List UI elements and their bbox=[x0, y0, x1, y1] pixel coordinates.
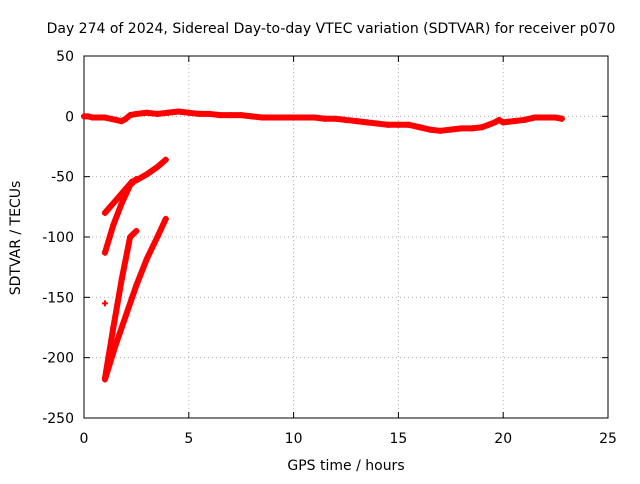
data-point-0-38 bbox=[437, 127, 444, 134]
y-tick-label-3: -100 bbox=[42, 230, 74, 246]
data-point-0-45 bbox=[496, 116, 503, 123]
data-point-3-0 bbox=[101, 300, 108, 307]
data-point-0-47 bbox=[510, 118, 517, 125]
data-point-0-5 bbox=[101, 114, 108, 121]
y-tick-label-2: -50 bbox=[51, 170, 74, 186]
data-layer bbox=[81, 108, 565, 383]
data-point-0-40 bbox=[458, 125, 465, 132]
data-point-5-3 bbox=[133, 282, 140, 289]
data-point-4-4 bbox=[133, 227, 140, 234]
data-point-0-36 bbox=[416, 124, 423, 131]
data-point-1-0 bbox=[101, 209, 108, 216]
data-point-5-6 bbox=[162, 215, 169, 222]
data-point-1-6 bbox=[154, 164, 161, 171]
data-point-0-23 bbox=[280, 114, 287, 121]
data-point-0-19 bbox=[238, 112, 245, 119]
data-point-4-1 bbox=[110, 324, 117, 331]
data-point-5-0 bbox=[101, 376, 108, 383]
y-axis-label: SDTVAR / TECUs bbox=[8, 181, 24, 296]
tick-layer: 0 5 10 15 20 25 50 0 -50 -100 -150 -200 -250 bbox=[42, 49, 617, 447]
data-point-2-4 bbox=[133, 176, 140, 183]
data-point-0-37 bbox=[426, 126, 433, 133]
data-point-0-43 bbox=[485, 121, 492, 128]
data-point-0-44 bbox=[491, 119, 498, 126]
data-point-0-27 bbox=[322, 115, 329, 122]
x-tick-label-4: 20 bbox=[494, 431, 512, 447]
data-point-0-46 bbox=[500, 119, 507, 126]
data-point-4-3 bbox=[127, 234, 134, 240]
series-main-track bbox=[81, 108, 565, 134]
plot-frame: 0 5 10 15 20 25 50 0 -50 -100 -150 -200 -250 bbox=[42, 49, 617, 447]
data-point-0-42 bbox=[479, 124, 486, 131]
data-point-2-1 bbox=[110, 221, 117, 228]
data-point-1-7 bbox=[162, 156, 169, 163]
data-point-0-39 bbox=[447, 126, 454, 133]
data-point-0-21 bbox=[259, 114, 266, 121]
data-point-0-6 bbox=[118, 118, 125, 125]
data-point-0-28 bbox=[332, 115, 339, 122]
data-point-0-18 bbox=[227, 112, 234, 119]
data-point-1-1 bbox=[112, 197, 119, 204]
series-line-lowest-branch bbox=[101, 215, 169, 383]
data-point-0-15 bbox=[196, 110, 203, 117]
y-tick-label-6: -250 bbox=[42, 411, 74, 427]
data-point-0-9 bbox=[133, 110, 140, 117]
data-point-0-41 bbox=[468, 125, 475, 132]
data-point-2-0 bbox=[101, 249, 108, 256]
data-point-0-31 bbox=[363, 119, 370, 126]
data-point-0-12 bbox=[164, 109, 171, 116]
series-second-branch bbox=[101, 176, 140, 256]
data-point-0-25 bbox=[301, 114, 308, 121]
data-point-0-20 bbox=[248, 113, 255, 120]
data-point-0-22 bbox=[269, 114, 276, 121]
x-tick-label-1: 5 bbox=[184, 431, 193, 447]
data-point-0-7 bbox=[122, 115, 129, 122]
data-point-2-2 bbox=[118, 200, 125, 207]
data-point-0-34 bbox=[395, 121, 402, 128]
series-lowest-branch bbox=[101, 215, 169, 383]
data-point-0-14 bbox=[185, 109, 192, 116]
data-point-0-16 bbox=[206, 110, 213, 117]
data-point-1-5 bbox=[143, 171, 150, 178]
data-point-0-24 bbox=[290, 114, 297, 121]
x-tick-label-5: 25 bbox=[599, 431, 617, 447]
data-point-0-50 bbox=[542, 114, 549, 121]
data-point-0-49 bbox=[531, 114, 538, 121]
data-point-0-8 bbox=[127, 112, 134, 119]
y-tick-label-0: 50 bbox=[56, 49, 74, 65]
series-isolated-point bbox=[101, 300, 108, 307]
data-point-2-3 bbox=[127, 182, 134, 189]
data-point-5-2 bbox=[122, 312, 129, 319]
data-point-0-51 bbox=[552, 114, 559, 121]
data-point-5-5 bbox=[154, 234, 161, 240]
data-point-0-32 bbox=[374, 120, 381, 127]
data-point-0-35 bbox=[405, 121, 412, 128]
y-tick-label-5: -200 bbox=[42, 351, 74, 367]
data-point-0-11 bbox=[154, 110, 161, 117]
data-point-0-48 bbox=[521, 116, 528, 123]
x-axis-label: GPS time / hours bbox=[287, 458, 404, 474]
data-point-0-13 bbox=[175, 108, 182, 115]
data-point-0-29 bbox=[343, 116, 349, 123]
x-tick-label-0: 0 bbox=[80, 431, 89, 447]
data-point-0-52 bbox=[558, 115, 565, 122]
data-point-4-2 bbox=[118, 276, 125, 283]
data-point-0-26 bbox=[311, 114, 318, 121]
y-tick-label-1: 0 bbox=[65, 109, 74, 125]
series-upper-branch bbox=[101, 156, 169, 216]
data-point-5-1 bbox=[112, 342, 119, 349]
x-tick-label-3: 15 bbox=[389, 431, 407, 447]
data-point-0-10 bbox=[143, 109, 150, 116]
x-tick-label-2: 10 bbox=[285, 431, 303, 447]
chart-title: Day 274 of 2024, Sidereal Day-to-day VTE… bbox=[47, 21, 616, 37]
data-point-0-30 bbox=[353, 118, 360, 125]
data-point-0-1 bbox=[85, 113, 92, 120]
data-point-0-17 bbox=[217, 112, 224, 119]
data-point-0-33 bbox=[384, 121, 391, 128]
data-point-5-4 bbox=[143, 255, 150, 262]
y-tick-label-4: -150 bbox=[42, 290, 74, 306]
